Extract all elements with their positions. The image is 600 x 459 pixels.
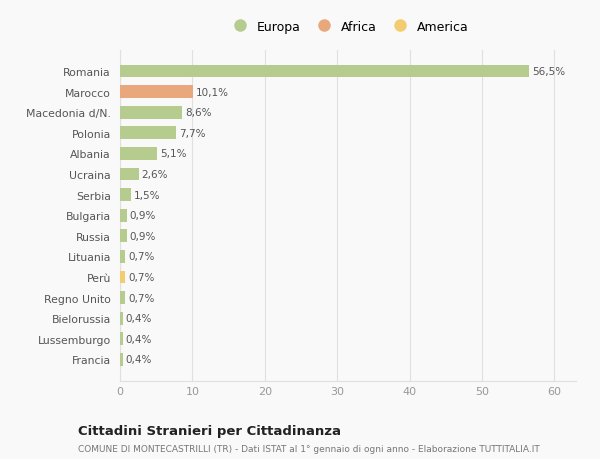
Text: 0,4%: 0,4%: [126, 313, 152, 324]
Text: 7,7%: 7,7%: [179, 129, 205, 139]
Bar: [120, 106, 182, 119]
Text: 1,5%: 1,5%: [134, 190, 160, 200]
Text: 0,7%: 0,7%: [128, 252, 154, 262]
Bar: [120, 66, 529, 78]
Bar: [120, 312, 123, 325]
Bar: [120, 168, 139, 181]
Bar: [120, 127, 176, 140]
Bar: [120, 189, 131, 202]
Bar: [120, 333, 123, 346]
Text: 0,7%: 0,7%: [128, 272, 154, 282]
Text: 0,4%: 0,4%: [126, 355, 152, 364]
Legend: Europa, Africa, America: Europa, Africa, America: [223, 17, 473, 38]
Bar: [120, 251, 125, 263]
Bar: [120, 230, 127, 243]
Bar: [120, 291, 125, 304]
Text: 0,9%: 0,9%: [130, 231, 156, 241]
Text: 2,6%: 2,6%: [142, 170, 168, 179]
Bar: [120, 86, 193, 99]
Text: 10,1%: 10,1%: [196, 88, 229, 97]
Text: 5,1%: 5,1%: [160, 149, 187, 159]
Text: 8,6%: 8,6%: [185, 108, 212, 118]
Text: COMUNE DI MONTECASTRILLI (TR) - Dati ISTAT al 1° gennaio di ogni anno - Elaboraz: COMUNE DI MONTECASTRILLI (TR) - Dati IST…: [78, 444, 540, 453]
Text: 0,7%: 0,7%: [128, 293, 154, 303]
Text: 56,5%: 56,5%: [532, 67, 565, 77]
Bar: [120, 209, 127, 222]
Bar: [120, 271, 125, 284]
Text: 0,4%: 0,4%: [126, 334, 152, 344]
Text: Cittadini Stranieri per Cittadinanza: Cittadini Stranieri per Cittadinanza: [78, 425, 341, 437]
Text: 0,9%: 0,9%: [130, 211, 156, 221]
Bar: [120, 353, 123, 366]
Bar: [120, 148, 157, 161]
